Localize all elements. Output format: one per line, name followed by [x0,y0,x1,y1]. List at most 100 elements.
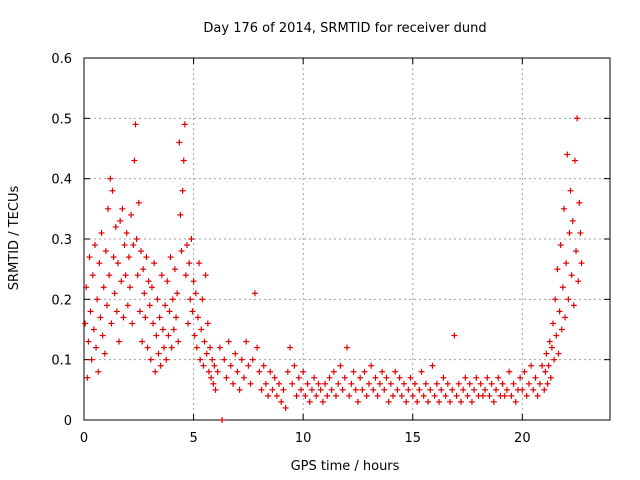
data-point [523,392,530,399]
data-point [560,205,567,212]
y-tick-label: 0.5 [51,112,72,127]
data-point [381,386,388,393]
data-point [558,326,565,333]
data-point [258,386,265,393]
data-point [554,266,561,273]
data-point [99,332,106,339]
data-point [335,380,342,387]
data-point [203,350,210,357]
data-point [280,386,287,393]
data-point [97,314,104,321]
data-point [528,362,535,369]
data-point [499,380,506,387]
data-point [534,392,541,399]
data-point [210,380,217,387]
data-point [113,308,120,315]
data-point [348,380,355,387]
data-point [271,374,278,381]
data-point [127,284,134,291]
data-point [276,380,283,387]
data-point [117,217,124,224]
data-point [166,308,173,315]
data-point [151,260,158,267]
data-point [142,314,149,321]
data-point [216,344,223,351]
data-point [87,308,94,315]
data-point [282,404,289,411]
data-point [544,380,551,387]
data-point [83,284,90,291]
data-point [569,217,576,224]
data-point [545,362,552,369]
data-point [89,272,96,279]
data-point [319,398,326,405]
data-point [186,260,193,267]
data-point [146,302,153,309]
y-tick-label: 0.1 [51,354,72,369]
data-point [578,260,585,267]
data-point [144,344,151,351]
data-point [209,356,216,363]
data-point [211,362,218,369]
data-point [442,392,449,399]
x-axis-label: GPS time / hours [291,459,400,474]
data-point [223,374,230,381]
data-point [119,205,126,212]
data-point [120,314,127,321]
data-point [225,338,232,345]
data-point [243,338,250,345]
data-point [193,344,200,351]
data-point [337,362,344,369]
data-point [150,320,157,327]
y-tick-label: 0.6 [51,52,72,67]
data-point [136,308,143,315]
data-point [563,260,570,267]
data-point [333,392,340,399]
data-point [123,229,130,236]
data-point [214,368,221,375]
data-point [324,392,331,399]
data-point [313,392,320,399]
data-point [185,320,192,327]
data-point [155,350,162,357]
data-point [525,380,532,387]
data-point [436,398,443,405]
data-point [571,157,578,164]
data-point [121,242,128,249]
data-point [169,296,176,303]
data-point [156,314,163,321]
data-point [457,398,464,405]
data-point [232,350,239,357]
data-point [86,254,93,261]
data-point [147,356,154,363]
data-point [484,374,491,381]
data-point [471,386,478,393]
data-point [96,260,103,267]
data-point [295,374,302,381]
y-tick-label: 0 [64,414,72,429]
chart-title: Day 176 of 2014, SRMTID for receiver dun… [203,21,486,36]
data-point [425,398,432,405]
data-point [104,302,111,309]
data-point [376,380,383,387]
data-point [577,229,584,236]
data-point [542,368,549,375]
data-point [346,392,353,399]
data-point [187,296,194,303]
data-point [192,290,199,297]
data-point [433,380,440,387]
data-point [177,211,184,218]
data-point [180,157,187,164]
data-point [552,296,559,303]
data-point [85,338,92,345]
data-point [447,398,454,405]
data-point [108,320,115,327]
data-point [284,368,291,375]
data-point [530,386,537,393]
data-point [238,356,245,363]
data-point [91,242,98,249]
data-point [308,386,315,393]
data-point [464,392,471,399]
data-point [330,368,337,375]
data-point [322,380,329,387]
